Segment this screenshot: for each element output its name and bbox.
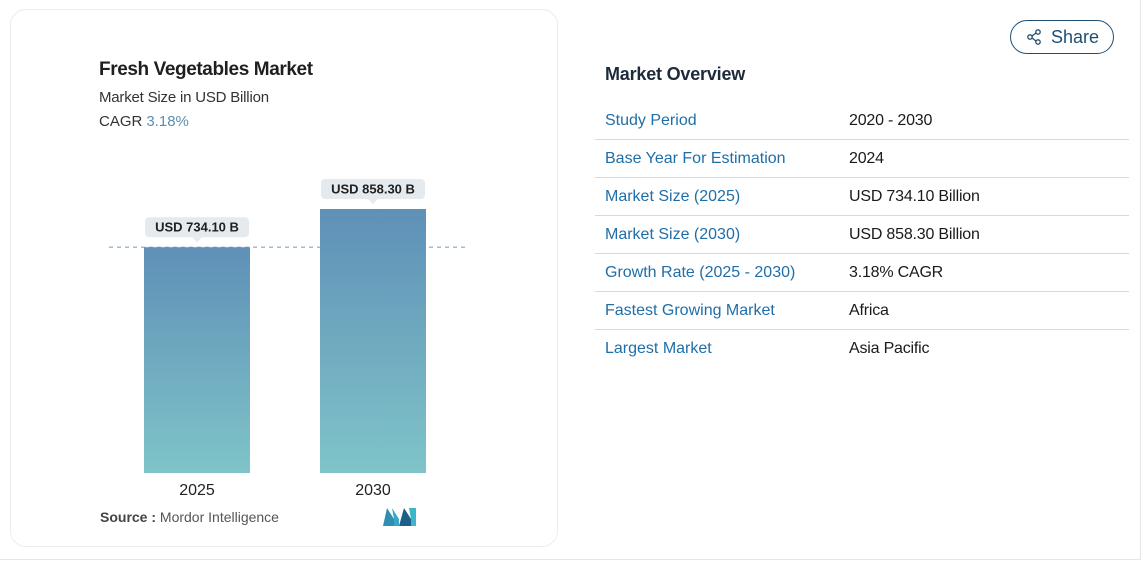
source-value: Mordor Intelligence (159, 509, 279, 525)
cagr-value: 3.18% (146, 113, 189, 130)
share-button[interactable]: Share (1010, 20, 1114, 54)
overview-row: Fastest Growing Market Africa (595, 291, 1129, 330)
data-label-2025: USD 734.10 B (145, 217, 249, 243)
mordor-logo-icon (383, 508, 416, 526)
source-line: Source : Mordor Intelligence (100, 509, 279, 525)
overview-row: Market Size (2025) USD 734.10 Billion (595, 177, 1129, 216)
chart-subtitle: Market Size in USD Billion (99, 89, 269, 106)
share-icon (1027, 29, 1041, 45)
x-tick-label: 2025 (179, 482, 215, 499)
overview-row: Market Size (2030) USD 858.30 Billion (595, 215, 1129, 254)
overview-row: Study Period 2020 - 2030 (595, 102, 1129, 140)
chart-card (10, 9, 558, 547)
data-label-text: USD 734.10 B (155, 220, 239, 235)
bar-chart: USD 734.10 B 2025 USD 858.30 B 2030 (109, 179, 465, 499)
overview-row-key: Fastest Growing Market (595, 291, 839, 330)
market-overview-title: Market Overview (605, 64, 746, 84)
share-label: Share (1050, 26, 1100, 47)
overview-row: Growth Rate (2025 - 2030) 3.18% CAGR (595, 253, 1129, 292)
cagr-label: CAGR (99, 113, 143, 130)
overview-row-value: Africa (839, 291, 1129, 330)
data-label-text: USD 858.30 B (331, 182, 415, 197)
overview-row: Largest Market Asia Pacific (595, 330, 1129, 368)
overview-row-value: Asia Pacific (849, 339, 930, 357)
market-overview-table: Study Period 2020 - 2030 Base Year For Est… (595, 102, 1129, 367)
data-label-2030: USD 858.30 B (321, 179, 425, 204)
overview-row-key: Largest Market (605, 339, 712, 357)
overview-row-key: Market Size (2030) (595, 215, 839, 254)
overview-row-value: 2020 - 2030 (839, 102, 1129, 140)
cagr-row: CAGR 3.18% (99, 113, 189, 130)
overview-row-value: 3.18% CAGR (839, 253, 1129, 292)
overview-row-key: Market Size (2025) (595, 177, 839, 216)
bar-2025 (144, 247, 250, 473)
overview-row-value: 2024 (839, 139, 1129, 178)
chart-title: Fresh Vegetables Market (99, 59, 313, 80)
overview-row: Base Year For Estimation 2024 (595, 139, 1129, 178)
source-label: Source : (100, 509, 157, 525)
overview-row-key: Study Period (595, 102, 839, 140)
bar-2030 (320, 209, 426, 473)
overview-row-value: USD 734.10 Billion (839, 177, 1129, 216)
overview-row-key: Growth Rate (2025 - 2030) (595, 253, 839, 292)
overview-row-value: USD 858.30 Billion (839, 215, 1129, 254)
overview-row-key: Base Year For Estimation (595, 139, 839, 178)
x-tick-label: 2030 (355, 482, 391, 499)
